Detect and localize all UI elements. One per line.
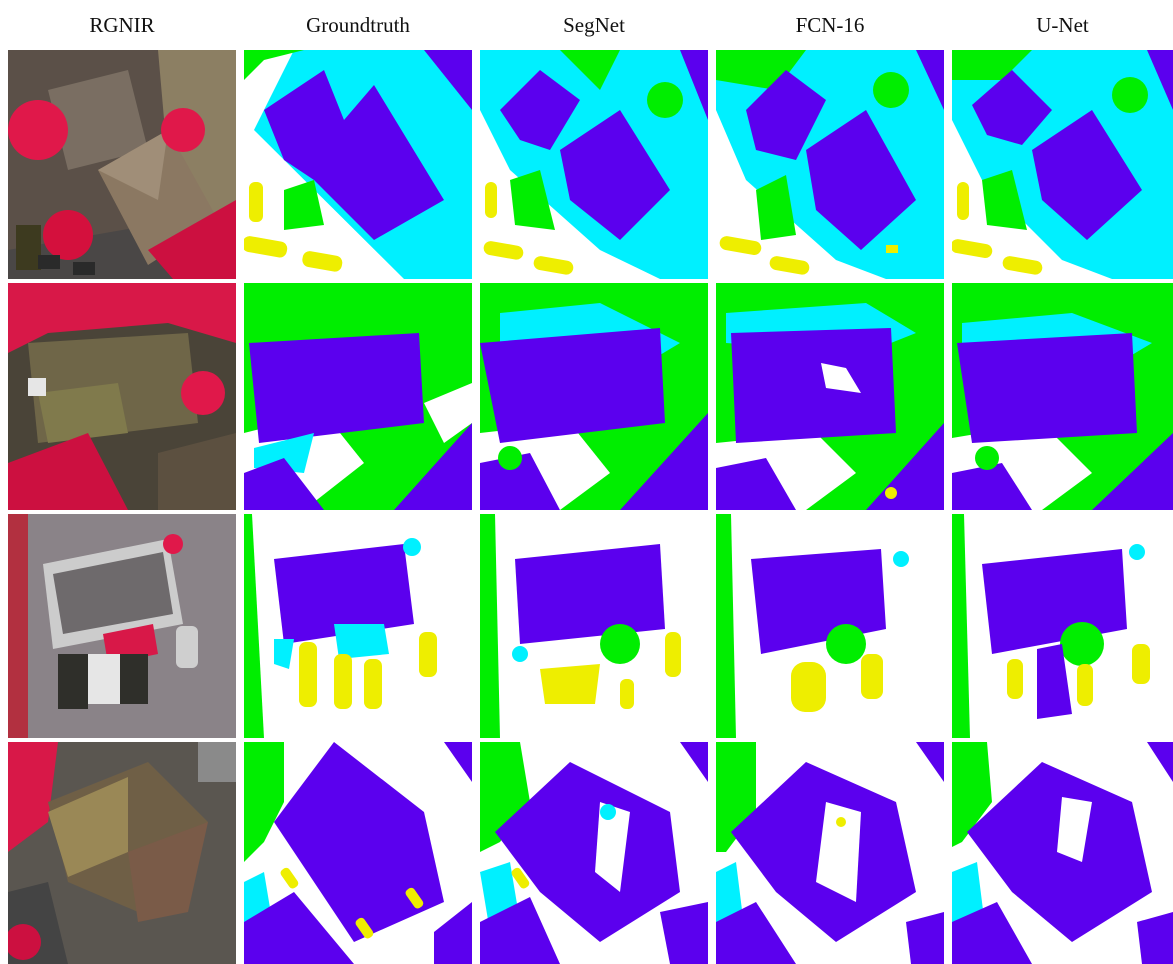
header-unet: U-Net — [1036, 12, 1089, 37]
header-groundtruth: Groundtruth — [306, 12, 410, 37]
groundtruth-mask-row2 — [244, 283, 472, 510]
rgnir-image-row1 — [8, 50, 236, 279]
fcn16-mask-row3 — [716, 514, 944, 738]
rgnir-image-row4 — [8, 742, 236, 964]
header-segnet: SegNet — [563, 12, 625, 37]
header-fcn16: FCN-16 — [795, 12, 865, 37]
groundtruth-mask-row4 — [244, 742, 472, 964]
unet-mask-row1 — [952, 50, 1173, 279]
fcn16-mask-row2 — [716, 283, 944, 510]
rgnir-image-row3 — [8, 514, 236, 738]
groundtruth-mask-row3 — [244, 514, 472, 738]
segnet-mask-row2 — [480, 283, 708, 510]
rgnir-image-row2 — [8, 283, 236, 510]
unet-mask-row2 — [952, 283, 1173, 510]
segnet-mask-row1 — [480, 50, 708, 279]
segnet-mask-row3 — [480, 514, 708, 738]
fcn16-mask-row1 — [716, 50, 944, 279]
header-rgnir: RGNIR — [89, 12, 155, 37]
unet-mask-row3 — [952, 514, 1173, 738]
unet-mask-row4 — [952, 742, 1173, 964]
fcn16-mask-row4 — [716, 742, 944, 964]
groundtruth-mask-row1 — [244, 50, 472, 279]
segnet-mask-row4 — [480, 742, 708, 964]
